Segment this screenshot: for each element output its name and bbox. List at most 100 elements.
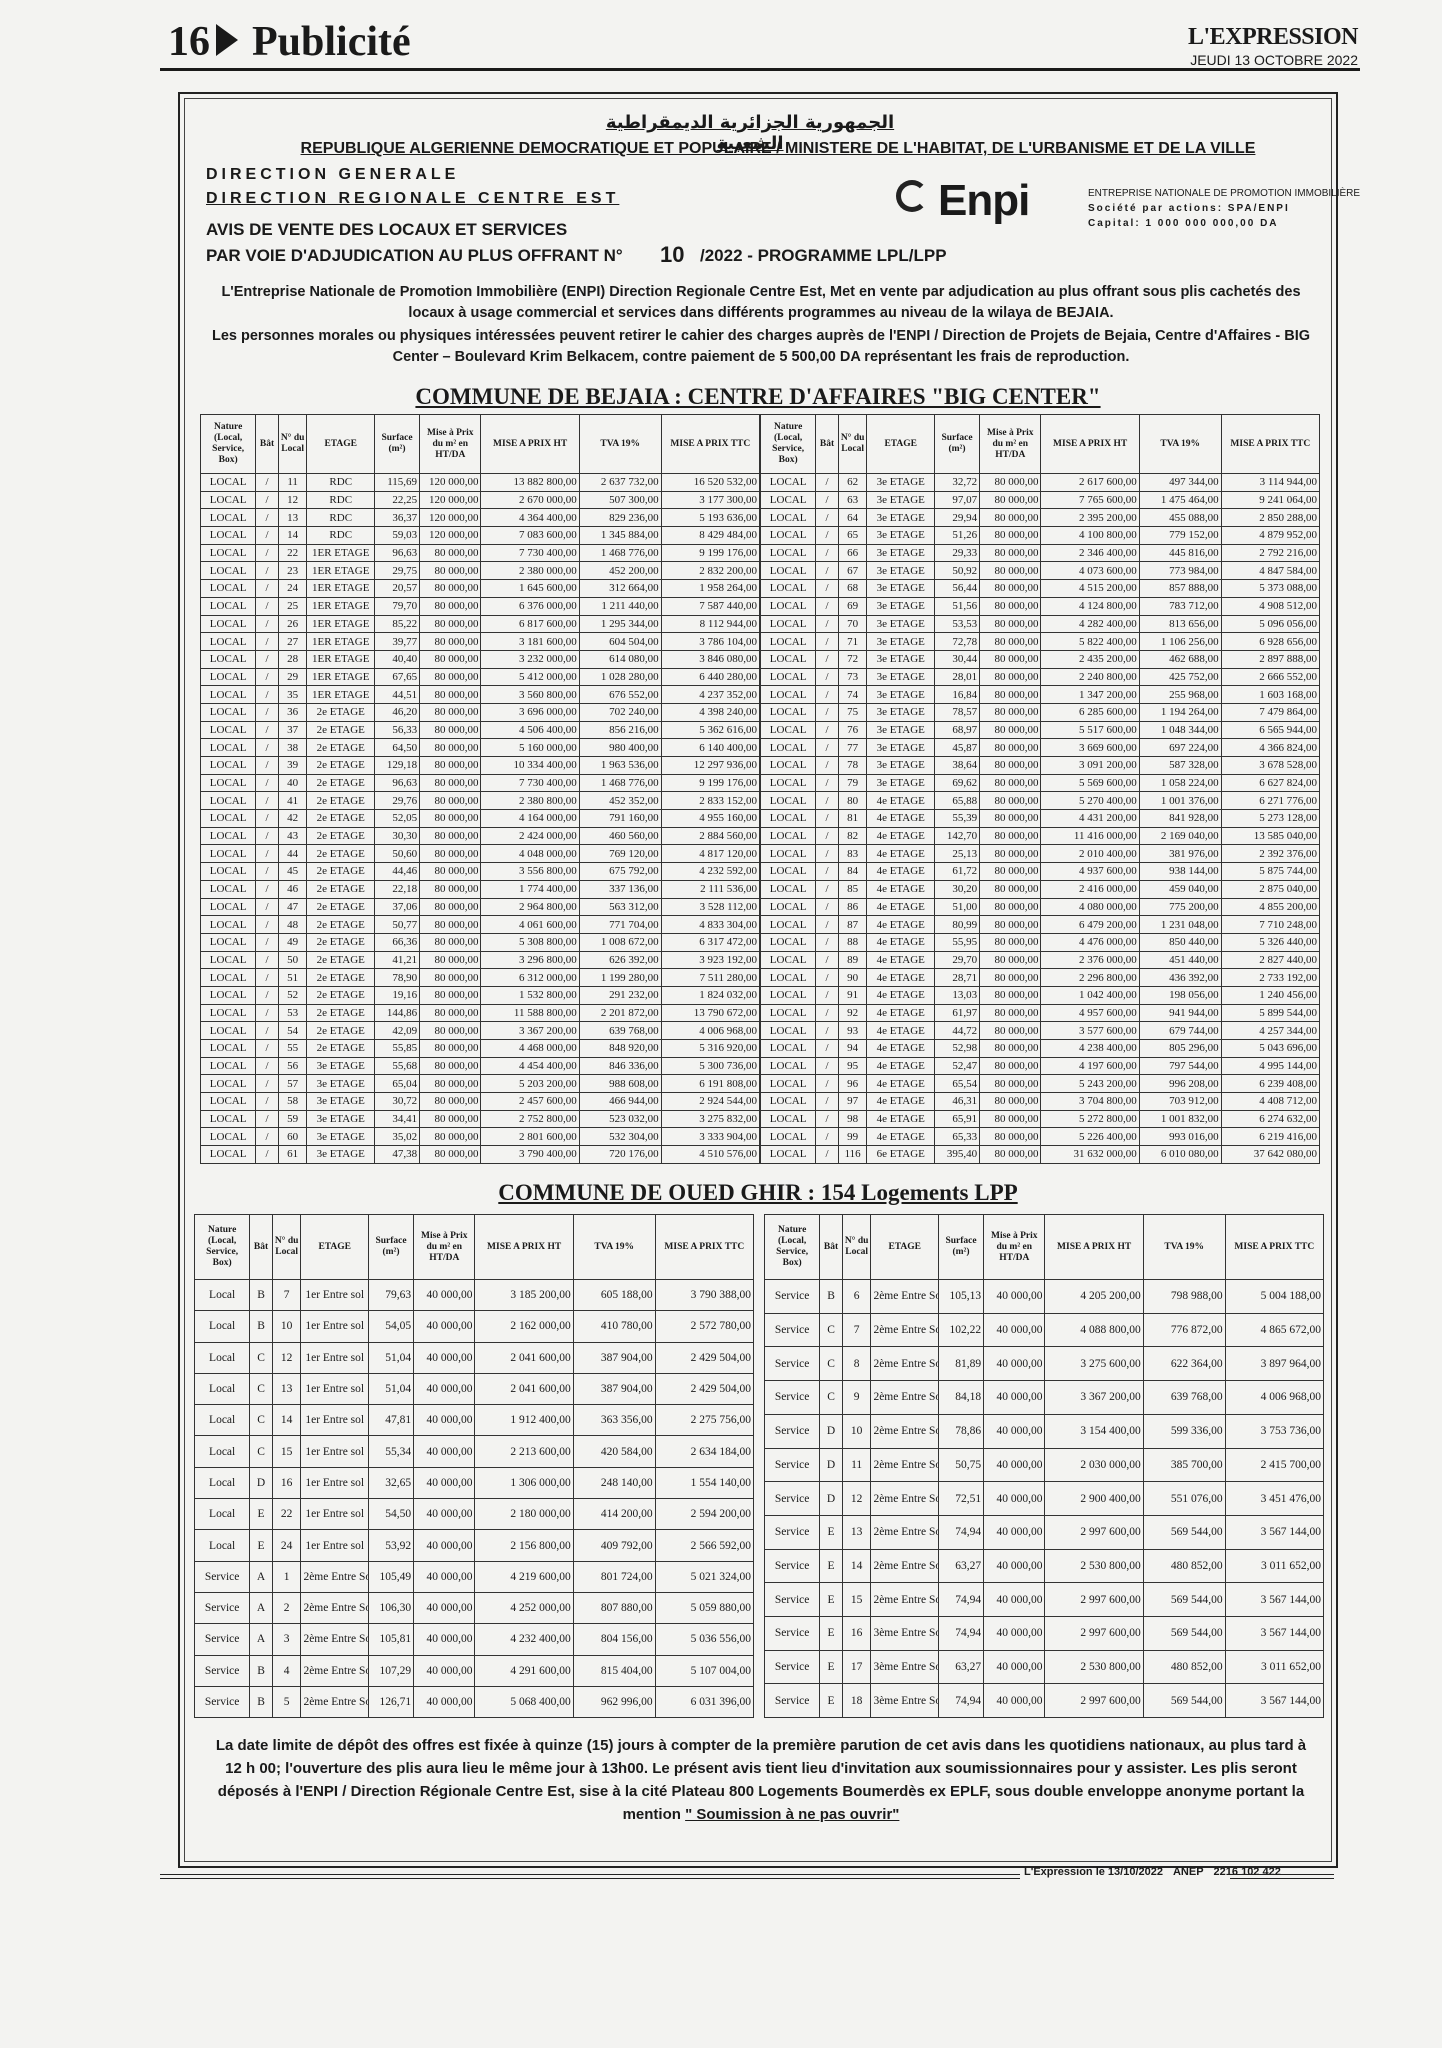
- table-row: LOCAL/85 4e ETAGE 30,20 80 000,00 2 416 000,…: [759, 879, 1321, 899]
- republic-line: REPUBLIQUE ALGERIENNE DEMOCRATIQUE ET PO…: [300, 140, 1256, 157]
- table-cell: 7: [841, 1312, 872, 1348]
- table-cell: 2 964 800,00: [480, 897, 580, 917]
- table-cell: 83: [837, 844, 868, 864]
- table-cell: LOCAL: [199, 844, 257, 864]
- table-cell: B: [819, 1279, 843, 1314]
- table-cell: C: [249, 1435, 273, 1468]
- table-cell: /: [255, 1021, 279, 1040]
- table-cell: LOCAL: [759, 862, 817, 881]
- table-cell: 993 016,00: [1138, 1127, 1222, 1147]
- table-cell: 2 792 216,00: [1220, 543, 1321, 563]
- table-cell: 5 326 440,00: [1220, 932, 1321, 952]
- table-cell: 80 000,00: [979, 1021, 1042, 1040]
- table-cell: 2ème Entre Sol: [300, 1591, 370, 1625]
- table-cell: 3 185 200,00: [474, 1278, 574, 1312]
- table-cell: /: [255, 561, 279, 581]
- table-cell: LOCAL: [759, 1021, 817, 1040]
- table-row: LOCAL/63 3e ETAGE 97,07 80 000,00 7 765 600,…: [759, 490, 1321, 510]
- table-cell: 1 001 832,00: [1138, 1109, 1222, 1129]
- table-cell: 25,13: [934, 844, 981, 864]
- table-cell: 1 240 456,00: [1220, 985, 1321, 1005]
- table-cell: 312 664,00: [578, 579, 662, 598]
- table-cell: 5 272 800,00: [1040, 1109, 1140, 1129]
- table-row: Local B 7 1er Entre sol 79,63 40 000,00 3 185 …: [193, 1278, 755, 1312]
- table-cell: 42,09: [374, 1021, 421, 1040]
- table-cell: 3 567 144,00: [1224, 1582, 1325, 1618]
- table-cell: 47: [277, 897, 308, 917]
- table-cell: /: [815, 738, 839, 757]
- table-cell: 80 000,00: [419, 844, 482, 864]
- table-cell: 3 091 200,00: [1040, 756, 1140, 775]
- table-cell: 40 000,00: [413, 1623, 476, 1656]
- table-cell: 4e ETAGE: [866, 809, 936, 828]
- table-cell: 55,39: [934, 809, 981, 828]
- table-cell: 3 560 800,00: [480, 685, 580, 704]
- table-cell: 7 730 400,00: [480, 543, 580, 563]
- table-cell: 5 021 324,00: [654, 1560, 755, 1593]
- table-cell: 2 213 600,00: [474, 1435, 574, 1468]
- table-cell: 80 000,00: [979, 985, 1042, 1005]
- table-cell: 50,92: [934, 561, 981, 581]
- table-cell: 3e ETAGE: [866, 508, 936, 528]
- table-cell: 1 194 264,00: [1138, 702, 1222, 722]
- table-cell: 80 000,00: [979, 561, 1042, 581]
- table-cell: 2 376 000,00: [1040, 950, 1140, 970]
- table-cell: 857 888,00: [1138, 579, 1222, 598]
- table-cell: 40 000,00: [983, 1447, 1046, 1483]
- table-cell: Service: [763, 1346, 821, 1382]
- table-cell: 86: [837, 897, 868, 917]
- table-cell: 82: [837, 826, 868, 846]
- table-cell: 80 000,00: [979, 1039, 1042, 1058]
- table-cell: /: [255, 702, 279, 722]
- table-cell: 74,94: [938, 1582, 985, 1618]
- table-cell: 829 236,00: [578, 508, 662, 528]
- table-cell: /: [815, 667, 839, 687]
- table-cell: LOCAL: [759, 932, 817, 952]
- table-head: Nature (Local, Service, Box) Bât N° du Loc…: [759, 414, 1321, 474]
- table-cell: 10: [271, 1310, 302, 1343]
- table-cell: /: [255, 649, 279, 669]
- table-row: LOCAL/12 RDC 22,25 120 000,00 2 670 000,00 50…: [199, 490, 761, 510]
- column-header: N° du Local: [841, 1214, 872, 1280]
- table-cell: 2ème Entre Sol: [870, 1481, 940, 1516]
- table-cell: C: [249, 1341, 273, 1374]
- table-cell: 988 608,00: [578, 1074, 662, 1094]
- column-header: Mise à Prix du m² en HT/DA: [983, 1214, 1046, 1280]
- table-cell: 16: [841, 1616, 872, 1651]
- table-cell: 6: [841, 1279, 872, 1314]
- table-cell: 81,89: [938, 1346, 985, 1382]
- table-row: LOCAL/69 3e ETAGE 51,56 80 000,00 4 124 800,…: [759, 596, 1321, 616]
- table-row: LOCAL/47 2e ETAGE 37,06 80 000,00 2 964 800,…: [199, 897, 761, 917]
- table-cell: 436 392,00: [1138, 968, 1222, 987]
- table-cell: 4e ETAGE: [866, 1056, 936, 1076]
- table-cell: 3 275 832,00: [660, 1109, 761, 1129]
- table-cell: /: [815, 844, 839, 864]
- table-cell: 198 056,00: [1138, 985, 1222, 1005]
- table-cell: /: [255, 632, 279, 651]
- table-cell: 10 334 400,00: [480, 756, 580, 775]
- table-cell: 36: [277, 702, 308, 722]
- table-cell: 697 224,00: [1138, 738, 1222, 757]
- table-cell: /: [815, 526, 839, 545]
- table-cell: 1ER ETAGE: [306, 667, 376, 687]
- table-cell: 72,51: [938, 1481, 985, 1516]
- table-row: LOCAL/11 RDC 115,69 120 000,00 13 882 800,00…: [199, 473, 761, 492]
- table-cell: /: [815, 879, 839, 899]
- table-cell: 4e ETAGE: [866, 1074, 936, 1094]
- table-cell: LOCAL: [199, 667, 257, 687]
- table-cell: /: [815, 915, 839, 934]
- table-cell: 2 201 872,00: [578, 1003, 662, 1023]
- issue-date: JEUDI 13 OCTOBRE 2022: [1190, 52, 1358, 68]
- table-cell: 2 030 000,00: [1044, 1447, 1144, 1483]
- table-cell: LOCAL: [199, 756, 257, 775]
- table-cell: 65,91: [934, 1109, 981, 1129]
- table-cell: 2ème Entre Sol: [870, 1312, 940, 1348]
- intro-paragraph: Les personnes morales ou physiques intér…: [211, 328, 1310, 365]
- table-cell: 56: [277, 1056, 308, 1076]
- table-cell: 80 000,00: [419, 614, 482, 634]
- table-cell: 1er Entre sol: [300, 1310, 370, 1343]
- column-header: Bât: [255, 414, 279, 474]
- table-cell: 3e ETAGE: [306, 1074, 376, 1094]
- direction-regionale: DIRECTION REGIONALE CENTRE EST: [206, 190, 620, 207]
- table-cell: LOCAL: [199, 473, 257, 492]
